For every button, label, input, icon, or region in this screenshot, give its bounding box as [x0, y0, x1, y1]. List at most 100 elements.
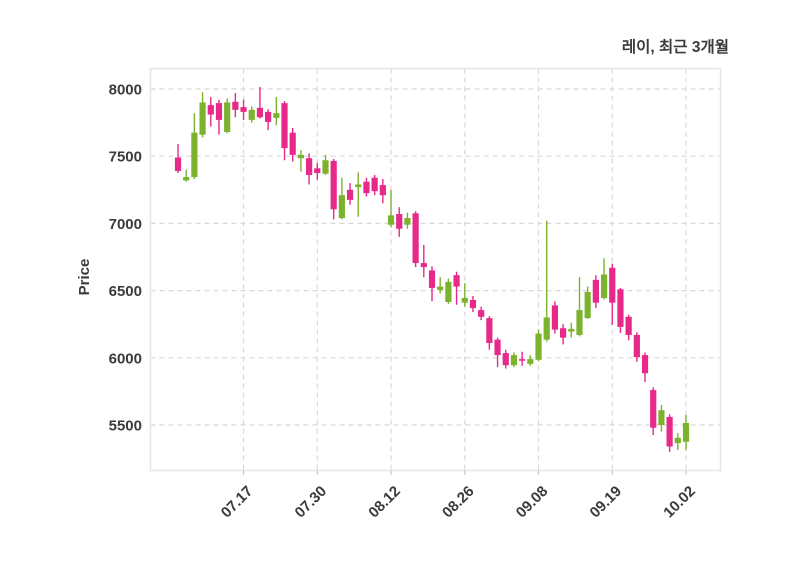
candle-body	[486, 318, 493, 344]
candle-body	[248, 109, 255, 120]
candle-up	[543, 220, 550, 342]
candle-wick	[439, 277, 441, 294]
candle-down	[559, 324, 567, 345]
candle-body	[609, 267, 616, 303]
candle-down	[609, 263, 616, 325]
candle-up	[387, 189, 395, 228]
candle-body	[346, 189, 354, 200]
candle-wick	[455, 271, 458, 305]
candle-down	[379, 179, 386, 204]
candle-down	[650, 387, 657, 436]
candle-up	[191, 113, 198, 180]
candle-body	[559, 328, 567, 338]
candle-body	[650, 390, 657, 428]
candle-body	[412, 213, 419, 264]
candle-down	[305, 153, 313, 185]
candle-wick	[275, 97, 278, 126]
candle-wick	[185, 169, 187, 182]
candle-body	[510, 355, 518, 366]
candle-down	[396, 207, 403, 237]
candle-down	[592, 275, 599, 309]
candle-body	[592, 279, 599, 303]
candle-body	[453, 275, 460, 287]
candle-up	[576, 277, 583, 337]
candle-body	[379, 185, 386, 196]
x-tick-label: 10.02	[660, 483, 699, 522]
candle-down	[207, 97, 214, 127]
candle-body	[371, 177, 378, 192]
candle-up	[568, 322, 575, 338]
candle-body	[617, 289, 624, 327]
candle-body	[207, 105, 214, 115]
y-tick-label: 6000	[109, 350, 142, 367]
candle-body	[584, 291, 591, 319]
candle-body	[256, 107, 264, 118]
candle-down	[314, 162, 321, 180]
candle-down	[420, 244, 427, 278]
x-tick-label: 09.19	[587, 483, 626, 522]
candles	[174, 86, 690, 452]
gridlines	[150, 68, 721, 471]
candle-body	[478, 310, 485, 317]
candle-down	[625, 314, 632, 341]
candle-down	[289, 127, 296, 162]
candle-body	[682, 422, 690, 442]
candle-body	[625, 316, 632, 335]
candle-down	[641, 352, 649, 382]
candle-body	[404, 218, 411, 225]
y-tick-label: 7000	[109, 216, 142, 233]
candle-wick	[259, 86, 261, 119]
candle-body	[494, 339, 501, 356]
candle-down	[519, 351, 526, 366]
candle-body	[535, 333, 542, 360]
candle-up	[600, 258, 608, 300]
x-tick-label: 07.17	[218, 483, 257, 522]
candle-body	[273, 113, 280, 118]
candle-body	[527, 359, 534, 364]
candle-down	[363, 177, 370, 197]
candle-body	[330, 160, 337, 210]
plot-area	[150, 68, 721, 471]
candle-body	[355, 184, 362, 188]
x-tick-label: 07.30	[292, 483, 331, 522]
candle-down	[551, 301, 559, 334]
candle-up	[674, 433, 681, 450]
candle-body	[314, 168, 321, 173]
candle-body	[633, 334, 640, 358]
y-tick-label: 5500	[109, 418, 142, 435]
candle-up	[297, 150, 305, 172]
candle-up	[404, 212, 411, 229]
candle-up	[199, 92, 206, 138]
candle-body	[469, 300, 477, 309]
candle-down	[502, 349, 509, 369]
candle-down	[617, 287, 624, 333]
candle-down	[494, 337, 501, 368]
candle-down	[478, 306, 485, 321]
candle-body	[445, 281, 452, 303]
candle-up	[322, 154, 329, 176]
candle-body	[232, 101, 239, 110]
x-tick-label: 08.12	[365, 483, 404, 522]
candle-up	[273, 97, 280, 126]
candle-body	[461, 297, 468, 303]
candle-down	[174, 144, 182, 173]
candle-body	[297, 154, 305, 159]
candle-body	[224, 102, 231, 133]
candle-up	[584, 286, 591, 319]
candle-down	[232, 93, 239, 118]
candle-wick	[390, 189, 392, 228]
plot-border	[149, 67, 722, 472]
candle-wick	[357, 172, 359, 217]
candle-up	[338, 177, 345, 220]
candle-body	[183, 177, 190, 181]
candle-wick	[521, 351, 523, 366]
candle-down	[265, 109, 272, 130]
candle-body	[519, 359, 526, 361]
candle-up	[445, 278, 452, 305]
candle-up	[527, 355, 534, 366]
candle-body	[305, 158, 313, 176]
candle-up	[658, 404, 665, 432]
candle-down	[469, 295, 477, 313]
candle-body	[576, 310, 583, 335]
candle-up	[224, 98, 231, 134]
